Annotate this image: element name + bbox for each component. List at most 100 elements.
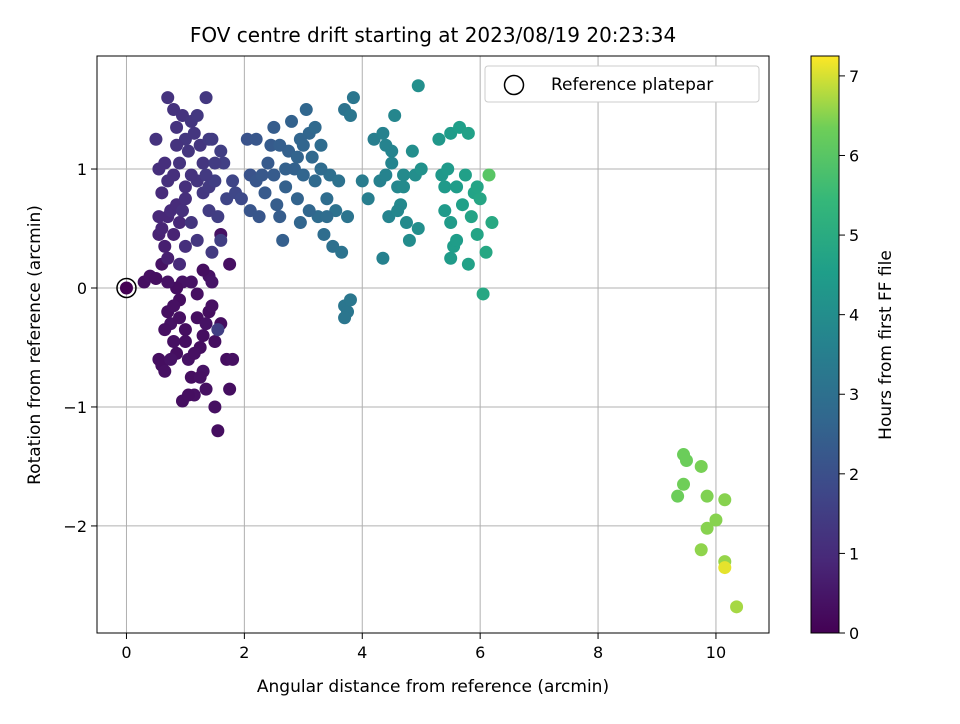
data-point bbox=[164, 352, 178, 366]
data-point bbox=[173, 156, 187, 170]
data-point bbox=[155, 222, 169, 236]
data-point bbox=[730, 600, 744, 614]
data-point bbox=[205, 299, 219, 313]
data-point bbox=[320, 210, 334, 224]
colorbar-label: Hours from first FF file bbox=[876, 250, 896, 440]
data-point bbox=[187, 126, 201, 140]
legend-marker-reference bbox=[503, 74, 525, 96]
data-point bbox=[196, 329, 210, 343]
data-point bbox=[376, 251, 390, 265]
data-point bbox=[718, 561, 732, 575]
data-point bbox=[199, 317, 213, 331]
data-point bbox=[455, 198, 469, 212]
data-point bbox=[470, 227, 484, 241]
data-point bbox=[299, 103, 313, 117]
data-point bbox=[346, 91, 360, 105]
data-point bbox=[464, 210, 478, 224]
data-point bbox=[211, 424, 225, 438]
data-points bbox=[119, 79, 744, 614]
data-point bbox=[341, 210, 355, 224]
colorbar-tick-label: 5 bbox=[849, 226, 859, 245]
data-point bbox=[379, 168, 393, 182]
data-point bbox=[305, 150, 319, 164]
data-point bbox=[694, 459, 708, 473]
data-point bbox=[343, 108, 357, 122]
data-point bbox=[432, 132, 446, 146]
data-point bbox=[226, 352, 240, 366]
x-tick-label: 6 bbox=[475, 643, 485, 662]
data-point bbox=[293, 132, 307, 146]
y-tick-label: −1 bbox=[63, 398, 87, 417]
data-point bbox=[173, 311, 187, 325]
legend-label-reference: Reference platepar bbox=[551, 75, 713, 95]
reference-marker bbox=[116, 277, 137, 299]
data-point bbox=[388, 108, 402, 122]
data-point bbox=[405, 144, 419, 158]
data-point bbox=[314, 138, 328, 152]
data-point bbox=[223, 257, 237, 271]
data-point bbox=[361, 192, 375, 206]
plot-frame bbox=[96, 55, 770, 634]
data-point bbox=[223, 382, 237, 396]
data-point bbox=[438, 204, 452, 218]
data-point bbox=[161, 91, 175, 105]
colorbar-tick-label: 0 bbox=[849, 624, 859, 643]
data-point bbox=[178, 323, 192, 337]
data-point bbox=[190, 287, 204, 301]
data-point bbox=[308, 174, 322, 188]
data-point bbox=[170, 138, 184, 152]
data-point bbox=[355, 174, 369, 188]
data-point bbox=[202, 204, 216, 218]
data-point bbox=[158, 239, 172, 253]
data-point bbox=[332, 174, 346, 188]
data-point bbox=[314, 162, 328, 176]
data-point bbox=[285, 114, 299, 128]
data-point bbox=[214, 233, 228, 247]
data-point bbox=[187, 346, 201, 360]
data-point bbox=[199, 382, 213, 396]
data-point bbox=[718, 493, 732, 507]
data-point bbox=[119, 281, 133, 295]
data-point bbox=[181, 388, 195, 402]
data-point bbox=[158, 156, 172, 170]
x-axis-ticks: 0 2 4 6 8 10 bbox=[121, 633, 726, 662]
data-point bbox=[450, 180, 464, 194]
data-point bbox=[397, 180, 411, 194]
data-point bbox=[170, 120, 184, 134]
data-point bbox=[397, 168, 411, 182]
data-point bbox=[273, 210, 287, 224]
data-point bbox=[175, 204, 189, 218]
data-point bbox=[205, 132, 219, 146]
colorbar: 0 1 2 3 4 5 6 7 Hours from first FF file bbox=[810, 55, 896, 643]
y-tick-label: 0 bbox=[77, 279, 87, 298]
data-point bbox=[273, 138, 287, 152]
colorbar-tick-label: 3 bbox=[849, 385, 859, 404]
data-point bbox=[167, 299, 181, 313]
data-point bbox=[679, 453, 693, 467]
data-point bbox=[376, 126, 390, 140]
data-point bbox=[700, 521, 714, 535]
data-point bbox=[302, 204, 316, 218]
x-tick-label: 4 bbox=[357, 643, 367, 662]
data-point bbox=[441, 162, 455, 176]
data-point bbox=[173, 257, 187, 271]
data-point bbox=[479, 245, 493, 259]
data-point bbox=[167, 168, 181, 182]
data-point bbox=[167, 335, 181, 349]
data-point bbox=[296, 168, 310, 182]
x-tick-label: 8 bbox=[593, 643, 603, 662]
data-point bbox=[178, 335, 192, 349]
data-point bbox=[461, 126, 475, 140]
plot-area bbox=[97, 56, 769, 633]
colorbar-tick-label: 2 bbox=[849, 465, 859, 484]
data-point bbox=[161, 275, 175, 289]
legend-box bbox=[484, 65, 760, 103]
data-point bbox=[308, 120, 322, 134]
colorbar-tick-label: 4 bbox=[849, 306, 859, 325]
data-point bbox=[671, 489, 685, 503]
data-point bbox=[184, 275, 198, 289]
data-point bbox=[211, 323, 225, 337]
data-point bbox=[411, 222, 425, 236]
data-point bbox=[320, 192, 334, 206]
data-point bbox=[234, 192, 248, 206]
